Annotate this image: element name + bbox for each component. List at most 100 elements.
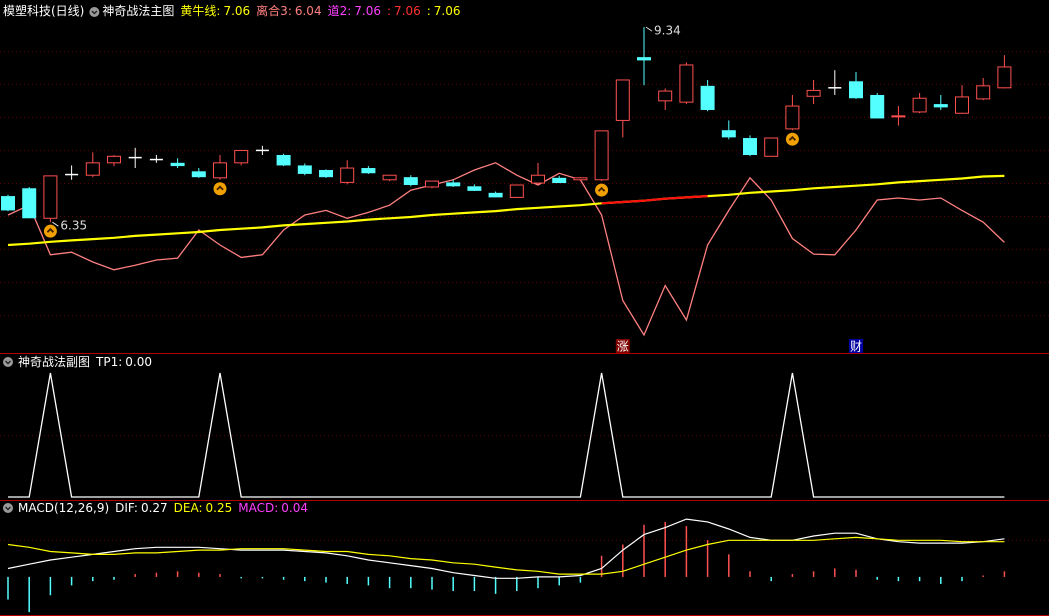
header-icon [5,506,11,511]
candle-body [912,97,927,113]
legend-value: 7.06 [354,4,381,18]
legend-name: DIF [115,501,135,515]
series-line [7,536,1005,575]
grid-band [0,216,1049,217]
legend-value: 0.04 [281,501,308,515]
candle-body [488,192,503,198]
candle-body [849,81,863,99]
candle-body [340,167,355,183]
signal-icon [216,185,224,191]
candle-body [933,104,948,108]
candle-body [976,85,991,100]
chart-subtitle: 神奇战法主图 [102,4,174,18]
candle-body [234,149,249,164]
signal-icon [213,182,227,196]
candle-body [191,171,206,178]
candle-body [319,169,333,178]
grid-band [0,51,1049,52]
candle-body [297,165,312,174]
series-line [7,518,1005,579]
grid-band [0,150,1049,151]
marker-label: 涨 [617,339,629,354]
candle-body [22,188,37,219]
legend-name: 离合3 [256,3,288,18]
legend-separator: : [216,4,220,18]
candle-body [743,138,757,155]
annotation-pointer [52,221,59,227]
candle-body [658,90,673,102]
marker-box [849,339,863,353]
grid-band [0,117,1049,118]
candle-body [552,177,567,184]
legend-value: 7.06 [434,4,461,18]
legend-value: 0.27 [141,501,168,515]
legend-separator: : [274,501,278,515]
grid-band [0,435,1049,436]
legend-value: 0.00 [125,355,152,369]
legend-separator: : [134,501,138,515]
candle-body [425,180,439,188]
series-line [7,174,1005,247]
panel-header: 模塑科技(日线) 神奇战法主图 黄牛线: 7.06 离合3: 6.04 道2: 7.06:7.… [3,3,461,18]
grid-band [0,183,1049,184]
legend-value: 7.06 [394,4,421,18]
grid-band [0,282,1049,283]
candle-body [276,154,291,166]
legend-value: 0.25 [206,501,233,515]
legend-name: MACD [238,501,274,515]
candle-body [721,130,736,138]
chart-title: 模塑科技(日线) [3,3,84,18]
annotation-label: 6.35 [60,219,87,233]
candle-body [700,85,715,110]
candle-body [806,89,821,97]
legend-value: 6.04 [295,4,322,18]
candle-body [573,177,588,181]
legend-name: 道2 [328,4,348,18]
candle-body [764,137,779,157]
candle-body [531,174,545,184]
candle-body [637,57,651,61]
marker-box [615,339,630,353]
signal-icon [595,183,609,197]
signal-icon [785,132,799,146]
signal-icon [597,186,606,192]
header-icon [3,357,13,367]
candle-body [403,177,418,185]
candle-body [891,115,906,118]
candle-body [870,94,885,119]
grid-band [0,315,1049,316]
legend-separator: : [427,4,431,18]
header-icon [91,10,98,15]
header-icon [3,503,13,513]
header-icon [89,7,100,17]
signal-icon [43,224,57,238]
marker-label: 财 [850,340,862,354]
annotation-pointer [645,26,653,32]
legend-separator: : [347,4,351,18]
candle-body [213,162,227,179]
candle-body [382,174,397,181]
candle-body [361,168,376,174]
candle-body [107,155,121,164]
grid-band [0,249,1049,250]
legend-separator: : [387,4,391,18]
panel-header: 神奇战法副图 TP1: 0.00 [18,355,152,369]
candle-body [615,79,630,121]
series-line [7,162,1005,337]
candle-body [509,184,524,198]
candle-body [785,105,800,130]
grid-band [0,540,1049,541]
grid-band [0,84,1049,85]
legend-name: 黄牛线 [180,3,216,18]
candle-body [43,175,58,219]
candle-body [85,162,100,176]
candle-body [594,130,609,181]
signal-icon [788,135,797,141]
series-line [601,195,708,205]
candle-body [467,186,482,191]
chart-title: 神奇战法副图 [18,355,90,369]
legend-separator: : [198,501,202,515]
candle-body [1,196,15,211]
